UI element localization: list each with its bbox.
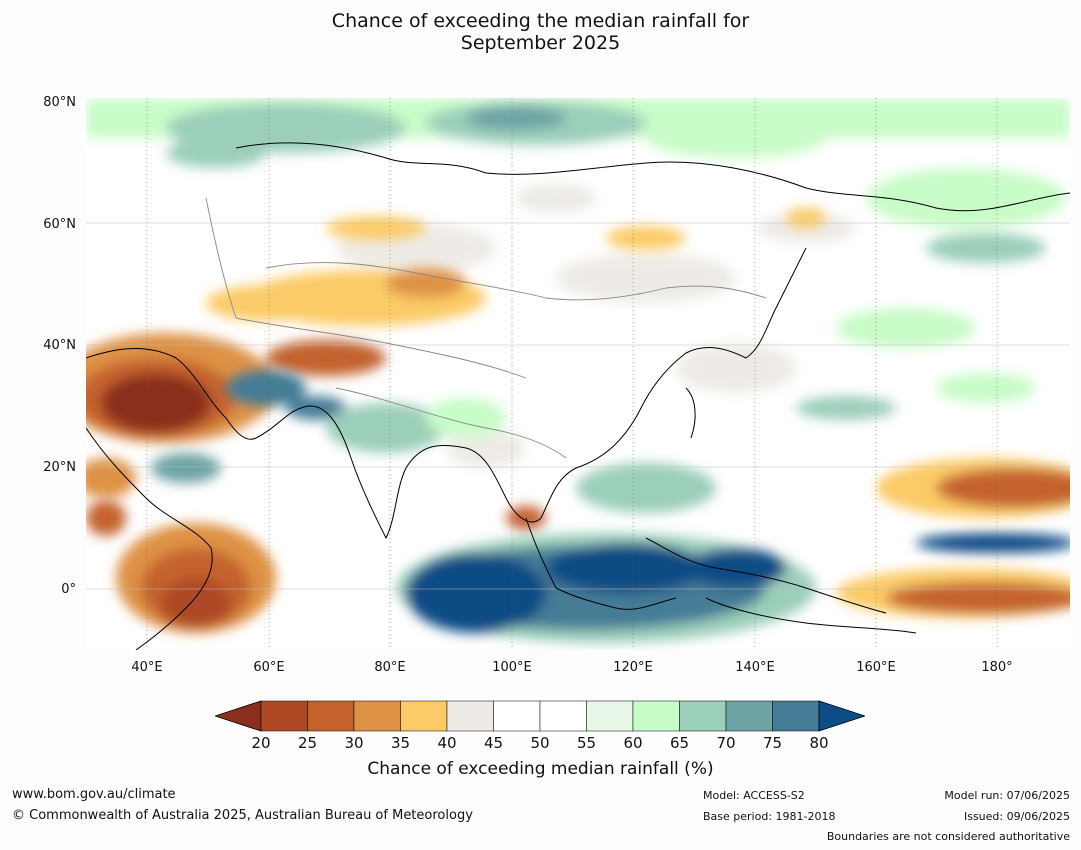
lon-label-100e: 100°E: [492, 660, 532, 675]
lon-label-80e: 80°E: [374, 660, 406, 675]
colorbar-tick-label: 20: [251, 734, 271, 752]
colorbar-tick-label: 75: [762, 734, 783, 752]
website-link[interactable]: www.bom.gov.au/climate: [12, 787, 176, 802]
colorbar-tick-label: 45: [483, 734, 504, 752]
colorbar-cell: [307, 700, 355, 732]
colorbar-tick-label: 80: [809, 734, 829, 752]
colorbar-cell: [260, 700, 308, 732]
dry-region-middle-east: [86, 333, 386, 498]
lon-label-40e: 40°E: [131, 660, 163, 675]
colorbar-tick-label: 35: [390, 734, 411, 752]
lon-label-60e: 60°E: [253, 660, 285, 675]
wet-region-south-asia: [151, 370, 896, 513]
colorbar-tick-label: 70: [716, 734, 736, 752]
wet-region-maritime-continent: [396, 506, 816, 643]
lat-label-40n: 40°N: [43, 338, 76, 353]
lon-label-160e: 160°E: [856, 660, 896, 675]
colorbar-tick-label: 40: [437, 734, 457, 752]
colorbar-cell: [772, 700, 820, 732]
lat-label-60n: 60°N: [43, 217, 76, 232]
lat-label-20n: 20°N: [43, 460, 76, 475]
colorbar-cell: [493, 700, 541, 732]
colorbar-cell: [725, 700, 773, 732]
colorbar-arrow-high: [818, 700, 865, 732]
dry-region-pacific: [836, 458, 1070, 618]
colorbar-arrow-low: [215, 700, 262, 732]
model-run-date: Model run: 07/06/2025: [944, 789, 1070, 802]
lat-label-80n: 80°N: [43, 95, 76, 110]
colorbar-tick-label: 50: [530, 734, 550, 752]
lat-label-0: 0°: [61, 582, 76, 597]
colorbar: [215, 700, 865, 732]
country-boundaries: [205, 197, 767, 459]
copyright-text: © Commonwealth of Australia 2025, Austra…: [12, 808, 473, 823]
colorbar-cell: [446, 700, 494, 732]
wet-region-arctic: [86, 98, 1070, 403]
map-title: Chance of exceeding the median rainfall …: [0, 10, 1081, 54]
rainfall-map[interactable]: [86, 98, 1070, 650]
colorbar-tick-label: 65: [669, 734, 690, 752]
lon-label-180: 180°: [981, 660, 1013, 675]
title-line-2: September 2025: [460, 32, 621, 54]
base-period: Base period: 1981-2018: [703, 810, 836, 823]
coastlines: [86, 142, 1070, 650]
title-line-1: Chance of exceeding the median rainfall …: [331, 10, 750, 32]
colorbar-cell: [539, 700, 587, 732]
colorbar-tick-label: 55: [576, 734, 597, 752]
model-name: Model: ACCESS-S2: [703, 789, 805, 802]
colorbar-cell: [353, 700, 401, 732]
colorbar-label: Chance of exceeding median rainfall (%): [367, 759, 714, 779]
issued-date: Issued: 09/06/2025: [963, 810, 1070, 823]
graticule: [86, 98, 1070, 650]
colorbar-cell: [586, 700, 634, 732]
lon-label-120e: 120°E: [613, 660, 653, 675]
colorbar-cell: [632, 700, 680, 732]
boundary-disclaimer: Boundaries are not considered authoritat…: [826, 830, 1070, 843]
colorbar-tick-label: 30: [344, 734, 364, 752]
colorbar-cell: [679, 700, 727, 732]
colorbar-cell: [400, 700, 448, 732]
lon-label-140e: 140°E: [735, 660, 775, 675]
colorbar-tick-label: 25: [297, 734, 318, 752]
colorbar-tick-label: 60: [623, 734, 643, 752]
